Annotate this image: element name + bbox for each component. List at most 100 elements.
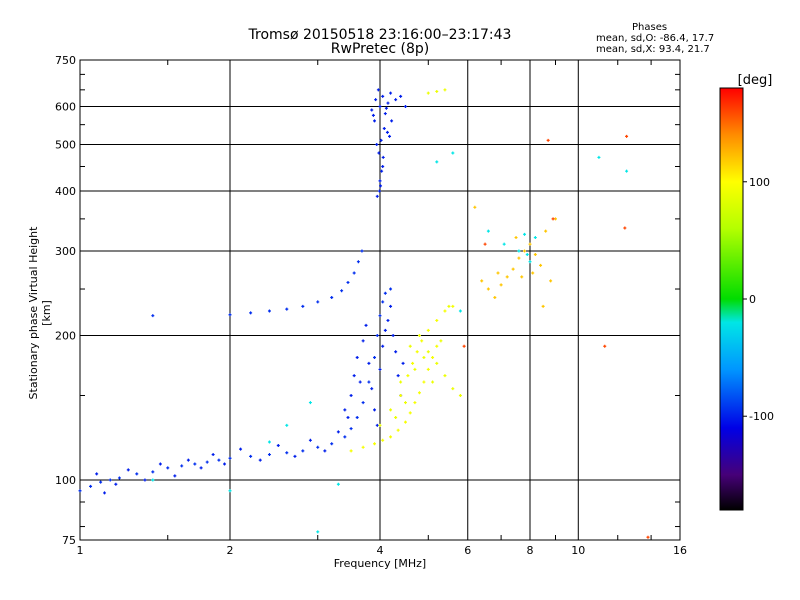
data-point — [258, 458, 262, 462]
data-point — [173, 474, 177, 478]
data-point — [411, 361, 415, 365]
data-point — [361, 339, 365, 343]
data-point — [394, 98, 398, 102]
data-point — [531, 271, 535, 275]
data-point — [95, 472, 99, 476]
data-point — [389, 304, 393, 308]
data-point — [388, 134, 392, 138]
data-point — [373, 442, 377, 446]
colorbar-tick-label: -100 — [749, 410, 774, 423]
data-point — [426, 328, 430, 332]
y-tick-label: 750 — [55, 54, 76, 67]
chart-title-line1: Tromsø 20150518 23:16:00–23:17:43 — [248, 27, 512, 43]
data-point — [451, 304, 455, 308]
x-tick-label: 8 — [527, 544, 534, 557]
data-point — [523, 249, 527, 253]
data-point — [276, 444, 280, 448]
x-tick-label: 4 — [377, 544, 384, 557]
data-point — [376, 88, 380, 92]
x-tick-label: 6 — [464, 544, 471, 557]
data-point — [396, 374, 400, 378]
colorbar-label: [deg] — [738, 73, 773, 88]
data-point — [381, 164, 385, 168]
data-point — [403, 105, 407, 109]
data-point — [352, 374, 356, 378]
data-point — [383, 112, 387, 116]
data-point — [435, 344, 439, 348]
data-point — [383, 328, 387, 332]
data-point — [323, 449, 327, 453]
data-point — [399, 380, 403, 384]
phases-o-stats: mean, sd,O: -86.4, 17.7 — [596, 33, 715, 44]
data-point — [517, 249, 521, 253]
data-point — [378, 105, 382, 109]
data-point — [473, 205, 477, 209]
data-point — [417, 334, 421, 338]
data-point — [384, 106, 388, 110]
data-point — [228, 489, 232, 493]
data-point — [394, 350, 398, 354]
x-tick-label: 1 — [77, 544, 84, 557]
data-point — [386, 101, 390, 105]
data-point — [422, 355, 426, 359]
data-point — [158, 462, 162, 466]
data-point — [399, 94, 403, 98]
data-point — [249, 311, 253, 315]
data-point — [352, 271, 356, 275]
data-point — [375, 423, 379, 427]
data-point — [193, 462, 197, 466]
data-point — [378, 367, 382, 371]
data-point — [435, 318, 439, 322]
data-point — [539, 263, 543, 267]
data-point — [346, 415, 350, 419]
data-point — [381, 94, 385, 98]
data-point — [360, 249, 364, 253]
x-tick-label: 10 — [571, 544, 585, 557]
data-point — [426, 350, 430, 354]
data-point — [375, 194, 379, 198]
data-point — [390, 119, 394, 123]
data-point — [217, 458, 221, 462]
data-point — [401, 361, 405, 365]
data-point — [375, 143, 379, 147]
data-point — [373, 408, 377, 412]
data-point — [374, 98, 378, 102]
data-point — [422, 380, 426, 384]
data-point — [399, 394, 403, 398]
data-point — [396, 428, 400, 432]
y-tick-label: 500 — [55, 139, 76, 152]
data-point — [625, 134, 629, 138]
data-point — [480, 279, 484, 283]
data-point — [343, 408, 347, 412]
data-point — [89, 484, 93, 488]
data-point — [533, 236, 537, 240]
data-point — [511, 267, 515, 271]
y-tick-label: 100 — [55, 474, 76, 487]
data-point — [228, 313, 232, 317]
data-point — [316, 530, 320, 534]
data-point — [528, 260, 532, 264]
y-axis-label: Stationary phase Virtual Height [km] — [27, 226, 53, 400]
data-point — [186, 458, 190, 462]
data-point — [349, 427, 353, 431]
data-point — [499, 283, 503, 287]
data-point — [381, 344, 385, 348]
data-point — [370, 108, 374, 112]
data-point — [435, 160, 439, 164]
data-point — [381, 438, 385, 442]
data-point — [355, 355, 359, 359]
data-point — [625, 169, 629, 173]
data-point — [373, 119, 377, 123]
data-point — [458, 309, 462, 313]
data-point — [528, 242, 532, 246]
data-point — [301, 449, 305, 453]
data-point — [330, 296, 334, 300]
phases-x-stats: mean, sd,X: 93.4, 21.7 — [596, 44, 710, 55]
data-point — [293, 454, 297, 458]
data-point — [403, 420, 407, 424]
data-point — [349, 394, 353, 398]
data-point — [267, 440, 271, 444]
data-point — [375, 334, 379, 338]
data-point — [367, 380, 371, 384]
